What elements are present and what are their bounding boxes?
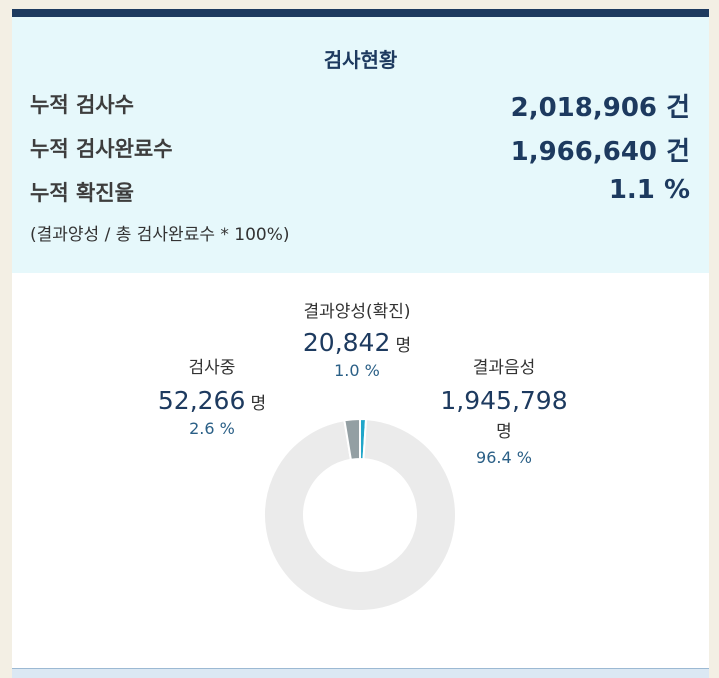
pending-count: 52,266 [157, 386, 246, 415]
positive-unit: 명 [395, 336, 412, 356]
cumulative-completed-value: 1,966,640 건 [510, 137, 690, 167]
test-status-card: 검사현황 누적 검사수 2,018,906 건 누적 검사완료수 1,966,6… [12, 17, 709, 677]
positive-count: 20,842 [302, 328, 391, 357]
cumulative-completed-label: 누적 검사완료수 [30, 137, 173, 161]
positive-name: 결과양성(확진) [303, 302, 411, 322]
negative-count: 1,945,798 [440, 386, 568, 415]
positive-rate-value: 1.1 % [608, 175, 690, 205]
positive-percent: 1.0 % [334, 361, 380, 380]
pending-percent: 2.6 % [189, 419, 235, 438]
summary-title: 검사현황 [323, 48, 398, 72]
test-result-donut-chart [263, 417, 457, 612]
pending-slice [343, 417, 361, 461]
next-panel-edge [12, 668, 709, 678]
positive-rate-label: 누적 확진율 [30, 181, 134, 205]
negative-slice-label: 결과음성 1,945,798 명 96.4 % [424, 353, 584, 467]
negative-name: 결과음성 [472, 358, 536, 378]
pending-slice-label: 검사중 52,266 명 2.6 % [142, 353, 282, 438]
pending-name: 검사중 [188, 358, 236, 378]
positive-slice-label: 결과양성(확진) 20,842 명 1.0 % [282, 297, 432, 380]
negative-unit: 명 [496, 422, 512, 442]
negative-percent: 96.4 % [476, 448, 532, 467]
positive-rate-formula-note: (결과양성 / 총 검사완료수 * 100%) [30, 225, 290, 245]
negative-slice [263, 418, 457, 612]
top-accent-bar [12, 9, 709, 17]
pending-unit: 명 [250, 394, 267, 414]
summary-panel: 검사현황 누적 검사수 2,018,906 건 누적 검사완료수 1,966,6… [12, 17, 709, 273]
cumulative-tests-value: 2,018,906 건 [510, 93, 690, 123]
cumulative-tests-label: 누적 검사수 [30, 93, 134, 117]
